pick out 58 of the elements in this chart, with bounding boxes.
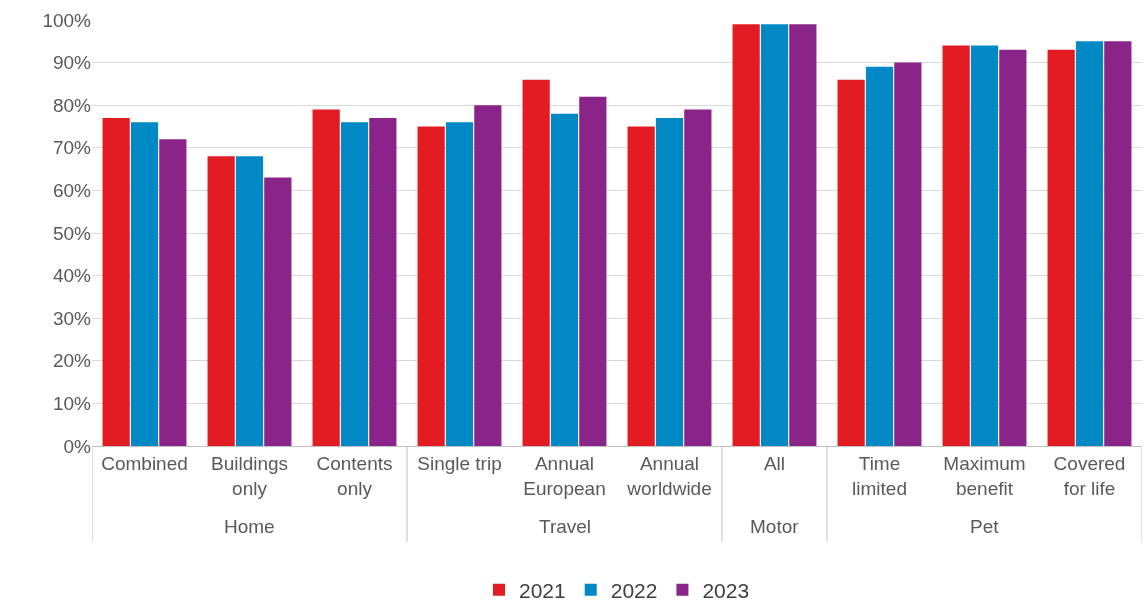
bar (970, 45, 999, 446)
x-tick-label: Covered for life (1053, 452, 1126, 499)
bar (340, 122, 369, 446)
y-tick-label: 70% (52, 137, 92, 159)
text: Home (224, 516, 275, 537)
bar (445, 122, 474, 446)
bar (837, 79, 865, 446)
text: Travel (539, 516, 592, 537)
legend-label: 2022 (610, 578, 658, 602)
bar (942, 45, 970, 446)
bar (550, 113, 579, 446)
bar (207, 156, 235, 446)
y-tick-label: 100% (42, 9, 92, 31)
bar (1104, 41, 1132, 446)
x-tick-label: Buildings only (210, 452, 289, 499)
bar (789, 24, 817, 446)
legend-label: 2021 (519, 578, 566, 602)
x-tick-label: Single trip (417, 452, 502, 474)
x-tick-label: Combined (101, 452, 188, 474)
bar (865, 66, 894, 446)
bar (655, 117, 684, 446)
y-tick-label: 90% (52, 52, 92, 74)
y-tick-label: 50% (52, 222, 92, 244)
bar (130, 122, 159, 446)
y-tick-label: 10% (52, 393, 92, 415)
text: Pet (970, 516, 1000, 537)
x-tick-label: Annual European (523, 452, 606, 499)
bar (684, 109, 712, 446)
x-tick-label: All (763, 452, 786, 474)
y-tick-label: 80% (52, 94, 92, 116)
bar (894, 62, 922, 446)
x-tick-label: Maximum benefit (943, 452, 1026, 499)
y-tick-label: 0% (63, 435, 92, 457)
bar (369, 117, 397, 446)
x-tick-label: Contents only (316, 452, 393, 499)
bar (999, 49, 1027, 446)
y-tick-label: 40% (52, 265, 92, 287)
x-tick-label: Annual worldwide (626, 452, 712, 499)
bar (159, 139, 187, 446)
y-tick-label: 60% (52, 180, 92, 202)
x-tick-label: Time limited (852, 452, 907, 499)
text: Motor (750, 516, 800, 537)
y-tick-label: 20% (52, 350, 92, 372)
bar (627, 126, 655, 446)
bar (579, 96, 607, 446)
bar (235, 156, 264, 446)
legend-label: 2023 (702, 578, 750, 602)
bar (102, 117, 130, 446)
bar (1047, 49, 1075, 446)
bar (732, 24, 760, 446)
y-tick-label: 30% (52, 307, 92, 329)
bar (312, 109, 340, 446)
bar (474, 105, 502, 446)
bar (417, 126, 445, 446)
bar (264, 177, 292, 446)
bar (1075, 41, 1104, 446)
bar (760, 24, 789, 446)
bar (522, 79, 550, 446)
